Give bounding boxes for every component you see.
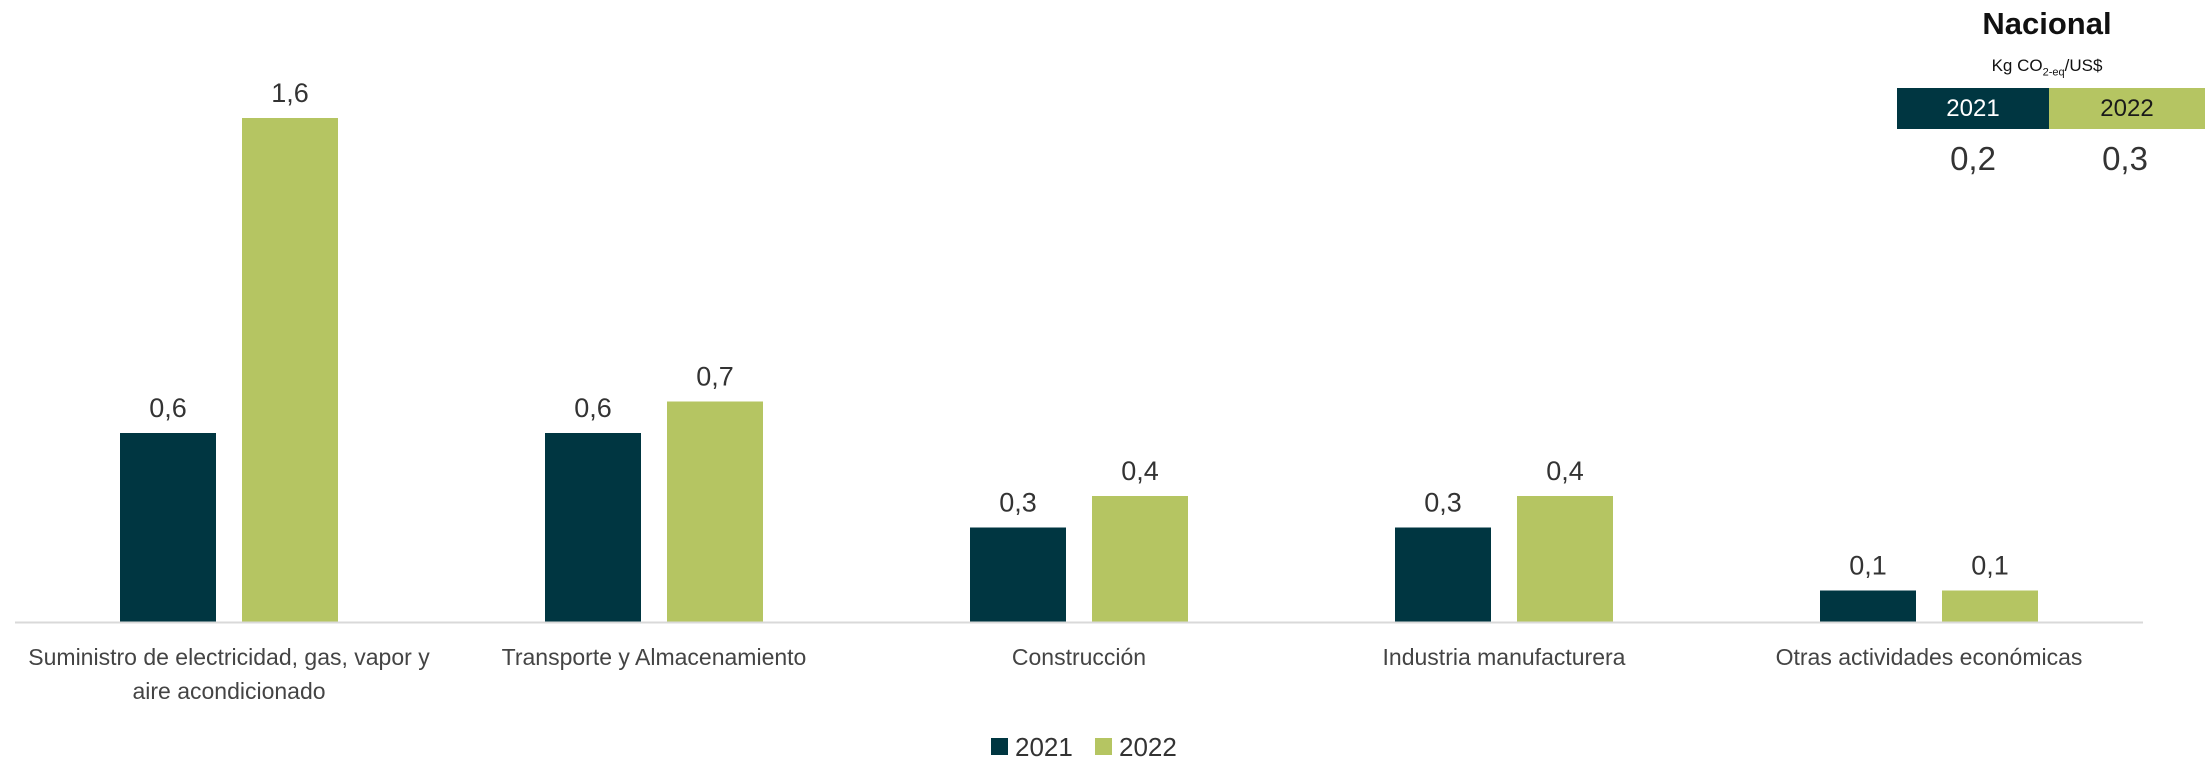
value-label-2022-1: 0,7	[696, 362, 734, 392]
bar-2022-4	[1942, 590, 2038, 622]
national-year-2021: 2021	[1897, 88, 2049, 129]
national-title: Nacional	[1982, 6, 2112, 41]
value-label-2021-1: 0,6	[574, 393, 612, 423]
legend-swatch-2021	[991, 738, 1008, 755]
bar-2022-0	[242, 118, 338, 622]
unit-prefix: Kg CO	[1991, 56, 2043, 75]
bar-2021-1	[545, 433, 641, 622]
category-label-1-0: Transporte y Almacenamiento	[502, 644, 807, 670]
unit-subscript: 2-eq	[2042, 66, 2065, 79]
national-year-2022: 2022	[2049, 88, 2205, 129]
category-label-3-0: Industria manufacturera	[1383, 644, 1626, 670]
bar-2022-2	[1092, 496, 1188, 622]
value-label-2022-4: 0,1	[1971, 551, 2009, 581]
bar-2021-2	[970, 527, 1066, 622]
bar-2021-4	[1820, 590, 1916, 622]
legend-label-2021: 2021	[1015, 732, 1073, 757]
value-label-2021-4: 0,1	[1849, 551, 1887, 581]
category-label-0-1: aire acondicionado	[132, 678, 325, 704]
value-label-2021-0: 0,6	[149, 393, 187, 423]
legend-swatch-2022	[1095, 738, 1112, 755]
bar-2021-0	[120, 433, 216, 622]
category-label-4-0: Otras actividades económicas	[1776, 644, 2083, 670]
bar-2022-1	[667, 401, 763, 622]
value-label-2021-2: 0,3	[999, 488, 1037, 518]
unit-suffix: /US$	[2064, 56, 2103, 75]
national-value-2021: 0,2	[1950, 140, 1996, 177]
value-label-2022-3: 0,4	[1546, 456, 1584, 486]
national-value-2022: 0,3	[2102, 140, 2148, 177]
category-label-0-0: Suministro de electricidad, gas, vapor y	[28, 644, 430, 670]
value-label-2022-0: 1,6	[271, 78, 309, 108]
national-unit: Kg CO2-eq/US$	[1897, 56, 2197, 78]
bar-2022-3	[1517, 496, 1613, 622]
value-label-2021-3: 0,3	[1424, 488, 1462, 518]
bar-2021-3	[1395, 527, 1491, 622]
legend-label-2022: 2022	[1119, 732, 1177, 757]
category-label-2-0: Construcción	[1012, 644, 1146, 670]
value-label-2022-2: 0,4	[1121, 456, 1159, 486]
